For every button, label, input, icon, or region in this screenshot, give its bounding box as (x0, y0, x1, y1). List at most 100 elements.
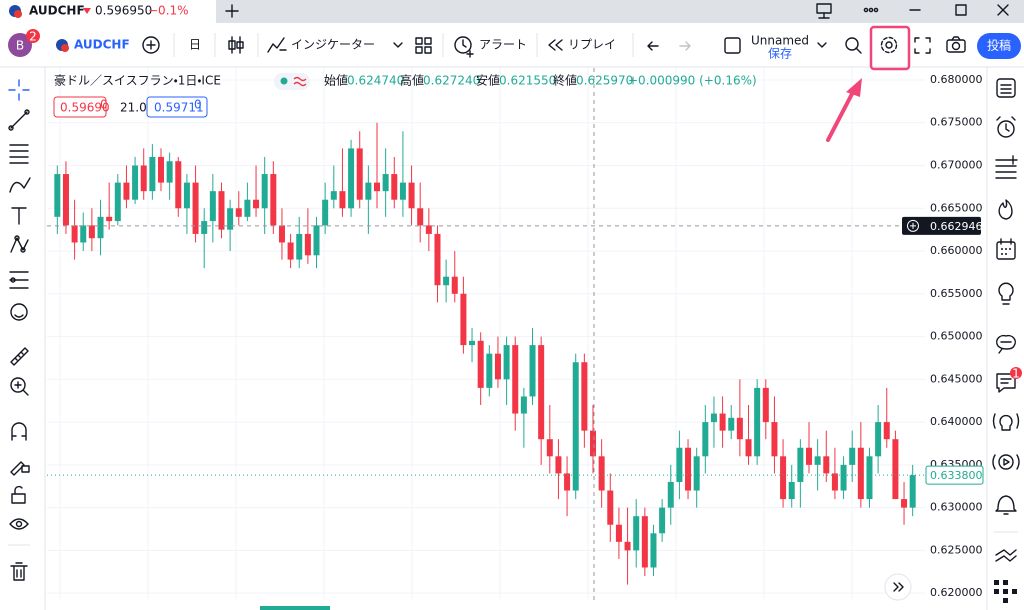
alert-button[interactable]: アラート (454, 36, 527, 58)
layout-status[interactable]: 保存 (768, 47, 792, 61)
tab[interactable]: AUDCHF 0.596950 −0.1% (29, 4, 189, 18)
chart-type-button[interactable] (228, 40, 236, 50)
compare-button[interactable] (142, 36, 160, 54)
undo-button[interactable] (647, 41, 659, 51)
alert-button[interactable] (462, 39, 474, 58)
new-tab[interactable] (225, 4, 239, 18)
scroll-to-realtime[interactable] (884, 573, 912, 601)
avatar[interactable]: B 2 (8, 29, 40, 57)
buy-button[interactable]: 0.59711 0 (146, 96, 208, 118)
candle-body (650, 533, 657, 568)
templates-button[interactable] (415, 46, 423, 54)
tab-change[interactable]: −0.1% (148, 4, 189, 18)
window-controls[interactable] (955, 4, 967, 16)
indicators-label[interactable]: インジケーター (291, 38, 375, 52)
symbol-search[interactable]: AUDCHF (56, 38, 130, 53)
window-controls[interactable] (873, 7, 879, 13)
layout-button[interactable]: Unnamed 保存 (724, 34, 827, 61)
undo-button[interactable] (647, 41, 659, 51)
publish-label[interactable]: 投稿 (987, 38, 1011, 53)
replay-label[interactable]: リプレイ (568, 38, 616, 52)
templates-button[interactable] (415, 37, 423, 45)
candle-body (512, 345, 519, 414)
sell-button[interactable]: 0.59690 0 (53, 96, 110, 118)
compare-button[interactable] (142, 36, 160, 54)
buy-button[interactable] (146, 96, 208, 118)
replay-button[interactable]: リプレイ (548, 38, 616, 52)
fullscreen-button[interactable] (914, 37, 931, 54)
fullscreen-button[interactable] (914, 37, 931, 54)
candle-body (633, 516, 640, 551)
snapshot-button[interactable] (951, 36, 961, 41)
snapshot-button[interactable] (951, 41, 961, 51)
candle-body (494, 353, 501, 380)
candle-body (339, 191, 346, 209)
down-arrow[interactable] (83, 8, 91, 14)
templates-button[interactable] (424, 37, 432, 45)
publish-button[interactable]: 投稿 (977, 33, 1021, 59)
right-sidebar (994, 589, 999, 594)
candle-body (555, 456, 562, 474)
toolbar-symbol[interactable]: AUDCHF (74, 38, 130, 52)
templates-button[interactable] (424, 46, 432, 54)
interval-button[interactable]: 日 (189, 38, 201, 52)
drawing-toolbar (8, 67, 46, 610)
avatar-badge[interactable]: 2 (29, 30, 37, 44)
window-controls[interactable] (868, 7, 874, 13)
tab-symbol[interactable]: AUDCHF (29, 4, 85, 18)
publish-button[interactable] (977, 33, 1021, 59)
snapshot-button[interactable] (946, 36, 966, 53)
avatar-letter[interactable]: B (16, 39, 24, 53)
snapshot-button[interactable] (946, 39, 966, 53)
chart-type-button[interactable] (231, 36, 241, 54)
right-sidebar (996, 78, 1016, 98)
avatar[interactable] (26, 29, 40, 43)
alert-label[interactable]: アラート (479, 38, 527, 52)
layout-button[interactable] (724, 37, 741, 54)
candle-body (451, 276, 458, 294)
buy-price[interactable]: 0.59711 (154, 101, 204, 115)
sell-button[interactable] (53, 96, 107, 118)
buy-price-small[interactable]: 0 (194, 98, 202, 112)
scroll-to-realtime[interactable] (893, 582, 904, 592)
alert-button[interactable] (454, 36, 472, 54)
new-tab[interactable] (225, 4, 239, 18)
indicators-button[interactable]: インジケーター (267, 37, 403, 53)
settings-button[interactable] (880, 36, 898, 54)
replay-button[interactable] (548, 39, 563, 51)
last-price-box (925, 465, 984, 485)
interval[interactable]: 日 (189, 38, 201, 52)
candle-body (140, 165, 147, 192)
search-button[interactable] (855, 47, 862, 54)
window-controls[interactable] (863, 7, 869, 13)
window-controls[interactable] (818, 12, 830, 19)
candle-body (183, 182, 190, 209)
window-controls[interactable] (816, 3, 1009, 19)
compare-button[interactable] (146, 40, 156, 50)
candle-body (728, 417, 735, 431)
redo-button[interactable] (679, 41, 691, 51)
indicators-button[interactable] (267, 37, 285, 53)
tab-price[interactable]: 0.596950 (95, 4, 152, 18)
redo-button[interactable] (679, 41, 691, 51)
search-button[interactable] (845, 37, 862, 54)
chart-type-button[interactable] (228, 36, 244, 54)
settings-button[interactable] (885, 41, 893, 49)
indicators-button[interactable] (393, 42, 403, 48)
avatar[interactable] (8, 33, 32, 57)
search-button[interactable] (845, 37, 859, 51)
chart-type-button[interactable] (236, 41, 244, 49)
settings-button[interactable] (880, 36, 898, 54)
window-controls[interactable] (997, 4, 1009, 16)
candle-body (486, 353, 493, 388)
drawing-toolbar (10, 377, 26, 393)
templates-button[interactable] (415, 37, 432, 54)
candle-body (702, 422, 709, 457)
sell-price[interactable]: 0.59690 (60, 101, 110, 115)
symbol-search[interactable] (61, 44, 69, 52)
sell-price-small[interactable]: 0 (100, 98, 108, 112)
layout-button[interactable] (817, 42, 827, 48)
layout-name[interactable]: Unnamed (751, 34, 809, 48)
open-label: 始値 (324, 73, 348, 88)
candle-body (780, 456, 787, 500)
